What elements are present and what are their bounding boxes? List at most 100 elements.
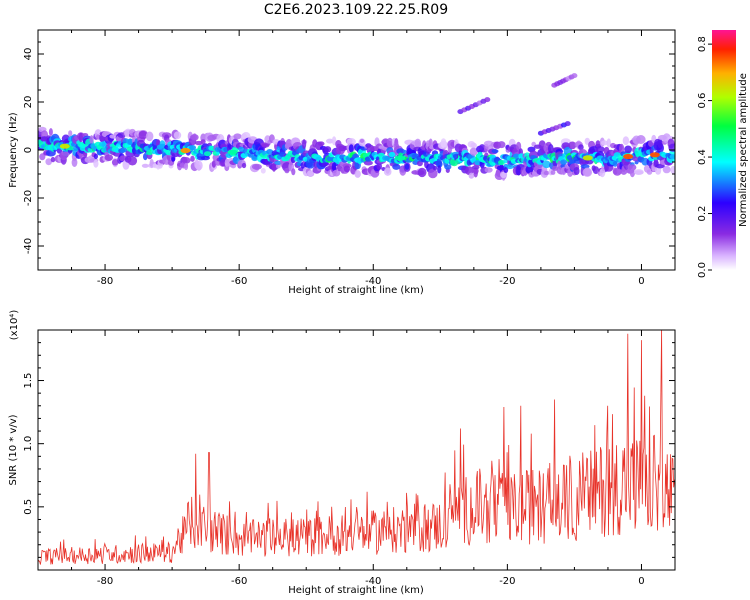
spectrogram-cell [359, 138, 365, 143]
spectrogram-cell [195, 160, 203, 171]
y-tick-label: 1.5 [23, 373, 34, 389]
snr-ylabel: SNR (10 * v/v) [8, 414, 19, 485]
spectrogram-cell [271, 162, 277, 172]
spectrogram-cell [550, 170, 556, 175]
spectrogram-cell [582, 168, 593, 177]
spectrogram-cell [181, 157, 191, 164]
spectrogram-cell [469, 147, 478, 156]
spectrogram-cell [354, 170, 361, 178]
spectrogram-heatmap [38, 73, 675, 181]
y-tick-label: -40 [23, 238, 34, 254]
spectrogram-cell [664, 165, 669, 171]
spectrogram-cell [302, 139, 307, 150]
spectrogram-cell [470, 142, 477, 149]
colorbar-tick-label: 0.2 [697, 206, 708, 222]
y-tick-label: 0 [23, 147, 34, 153]
spectrogram-cell [184, 162, 189, 171]
x-tick-label: -60 [231, 276, 247, 287]
spectrogram-cell [146, 149, 154, 156]
spectrogram-cell [595, 140, 601, 148]
colorbar-label: Normalized spectral amplitude [738, 73, 749, 227]
spectrogram-cell [503, 167, 509, 173]
spectrogram-cell [670, 165, 675, 175]
spectrogram-cell [233, 133, 242, 140]
spectrogram-cell [600, 140, 609, 146]
spectrogram-peak [649, 152, 660, 158]
colorbar-tick-label: 0.0 [697, 262, 708, 278]
spectrogram-cell [68, 130, 73, 137]
y-tick-label: 0.5 [23, 499, 34, 515]
colorbar-tick-label: 0.6 [697, 93, 708, 109]
snr-plot-area [38, 330, 675, 570]
spectrogram-cell [473, 169, 478, 178]
spectrogram-cell [190, 155, 195, 162]
spectrogram-cell [436, 157, 442, 168]
spectrogram-cell [260, 168, 266, 174]
spectrogram-cell [655, 166, 662, 175]
y-tick-label: 1.0 [23, 436, 34, 452]
spectrogram-cell [392, 163, 401, 170]
spectrogram-cell [78, 132, 83, 143]
snr-xlabel: Height of straight line (km) [288, 585, 424, 596]
spectrogram-panel: -80 -60 -40 -20 0 -40 -20 0 20 40 Height of strai… [8, 29, 676, 296]
spectrogram-cell [326, 138, 334, 144]
x-tick-label: -40 [365, 276, 381, 287]
x-tick-label: -20 [499, 276, 515, 287]
spectrogram-peak [180, 147, 191, 154]
spectrogram-cell [363, 160, 373, 166]
spectrogram-peak [623, 153, 634, 160]
spectrogram-cell [138, 130, 148, 140]
spectrogram-cell [120, 147, 128, 153]
y-tick-label: -20 [23, 190, 34, 206]
spectrogram-cell [629, 168, 636, 178]
spectrogram-cell [437, 165, 442, 174]
y-tick-label: 20 [23, 96, 34, 109]
spectrogram-cell [568, 141, 577, 150]
snr-ticks: -80 -60 -40 -20 0 0.5 1.0 1.5 [23, 330, 676, 587]
spectrogram-cell [657, 138, 663, 149]
spectrogram-cell [668, 143, 675, 152]
spectrogram-cell [595, 146, 605, 153]
x-tick-label: -60 [231, 576, 247, 587]
spectrogram-cell [542, 160, 551, 169]
figure-title: C2E6.2023.109.22.25.R09 [264, 2, 448, 18]
spectrogram-cell [484, 167, 493, 173]
spectrogram-cell [241, 162, 247, 169]
colorbar-tick-label: 0.4 [697, 149, 708, 165]
spectrogram-cell [189, 145, 196, 151]
spectrogram-cell [404, 163, 410, 170]
spectrogram-cell [491, 149, 499, 154]
spectrogram-cell [471, 165, 480, 170]
spectrogram-cell [317, 141, 325, 146]
spectrogram-ylabel: Frequency (Hz) [8, 112, 19, 188]
colorbar-ticks: 0.0 0.2 0.4 0.6 0.8 [697, 36, 712, 278]
spectrogram-cell [669, 154, 675, 160]
spectrogram-peak [59, 143, 70, 149]
spectrogram-cell [104, 154, 114, 162]
spectrogram-cell [261, 143, 270, 148]
spectrogram-cell [204, 151, 211, 157]
spectrogram-cell [628, 164, 637, 171]
spectrogram-cell [543, 170, 550, 176]
x-tick-label: 0 [638, 576, 644, 587]
spectrogram-cell [440, 138, 447, 149]
spectrogram-cell [506, 164, 514, 170]
spectrogram-cell [417, 167, 427, 178]
spectrogram-cell [145, 131, 154, 142]
spectrogram-cell [578, 144, 584, 151]
spectrogram-cell [620, 168, 628, 175]
spectrogram-cell [332, 169, 341, 177]
spectrogram-cell [636, 135, 646, 144]
spectrogram-cell [498, 159, 505, 166]
spectrogram-cell [414, 138, 421, 148]
spectrogram-cell [275, 163, 281, 169]
x-tick-label: -80 [97, 576, 113, 587]
spectrogram-cell [93, 159, 99, 168]
spectrogram-cell [348, 144, 354, 153]
snr-frame [37, 329, 676, 571]
x-tick-label: -80 [97, 276, 113, 287]
spectrogram-cell [633, 169, 644, 175]
spectrogram-cell [612, 160, 618, 167]
spectrogram-peak [227, 149, 238, 155]
